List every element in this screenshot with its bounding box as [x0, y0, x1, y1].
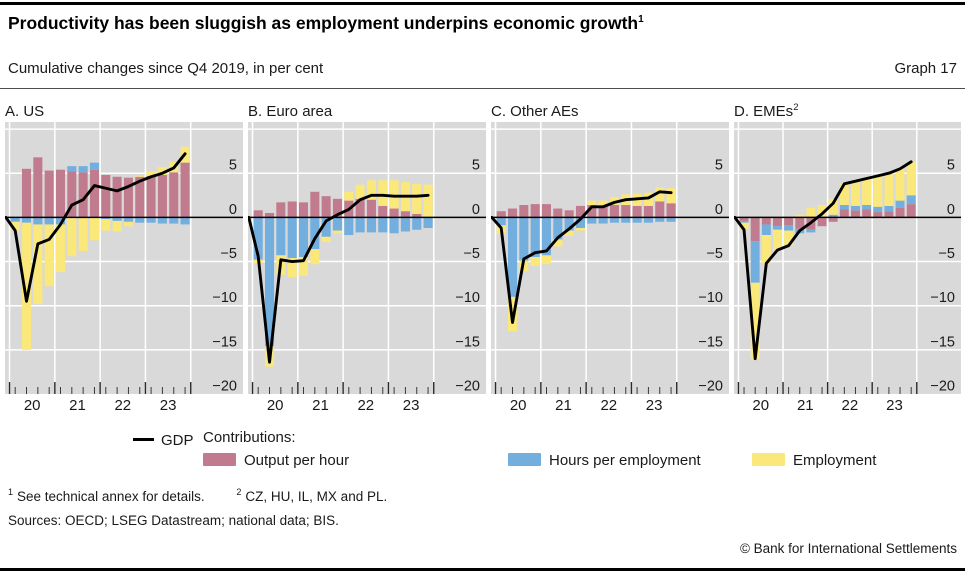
- svg-text:−5: −5: [706, 246, 723, 262]
- svg-text:−20: −20: [698, 379, 723, 395]
- svg-text:−20: −20: [212, 379, 237, 395]
- x-axis-year-label-20: 20: [752, 397, 770, 414]
- panel-emes-x-axis-labels: 20 21 22 23: [734, 394, 961, 416]
- panel-other-aes-chart: 5 0 −5 −10 −15 −20: [491, 122, 729, 394]
- svg-text:0: 0: [472, 202, 480, 218]
- svg-text:−20: −20: [930, 379, 955, 395]
- x-axis-year-label-20: 20: [509, 397, 527, 414]
- x-axis-year-label-21: 21: [555, 397, 572, 414]
- gdp-line-swatch: [133, 437, 154, 441]
- legend-output-per-hour-label: Output per hour: [244, 452, 350, 469]
- footnote-2: 2 CZ, HU, IL, MX and PL.: [236, 487, 388, 504]
- svg-text:−5: −5: [938, 246, 955, 262]
- graph-number: Graph 17: [894, 60, 957, 77]
- sources-line: Sources: OECD; LSEG Datastream; national…: [8, 513, 339, 528]
- figure-title-footnote-marker: 1: [638, 14, 644, 26]
- panel-us-chart: 5 0 −5 −10 −15 −20: [5, 122, 243, 394]
- x-axis-year-label-23: 23: [159, 397, 177, 414]
- svg-text:5: 5: [947, 158, 955, 174]
- panel-other-aes-x-axis-labels: 20 21 22 23: [491, 394, 729, 416]
- panel-us-x-axis-labels: 20 21 22 23: [5, 394, 243, 416]
- output-per-hour-swatch: [203, 453, 236, 466]
- x-axis-year-label-20: 20: [23, 397, 41, 414]
- bottom-rule: [0, 568, 965, 571]
- panel-euro-area-chart: 5 0 −5 −10 −15 −20: [248, 122, 486, 394]
- footnote-2-text: CZ, HU, IL, MX and PL.: [245, 488, 388, 504]
- x-axis-year-label-21: 21: [69, 397, 86, 414]
- svg-text:−15: −15: [212, 334, 237, 350]
- svg-text:−10: −10: [698, 290, 723, 306]
- panel-emes-chart: 5 0 −5 −10 −15 −20: [734, 122, 961, 394]
- figure-title-text: Productivity has been sluggish as employ…: [8, 13, 639, 33]
- x-axis-year-label-22: 22: [600, 397, 618, 414]
- svg-text:0: 0: [947, 202, 955, 218]
- legend-employment: Employment: [752, 452, 876, 469]
- panel-chart-svg: 5 0 −5 −10 −15 −20: [248, 122, 486, 394]
- svg-text:−10: −10: [212, 290, 237, 306]
- svg-text:0: 0: [715, 202, 723, 218]
- figure-title: Productivity has been sluggish as employ…: [8, 13, 644, 34]
- panel-euro-area-title-text: B. Euro area: [248, 103, 333, 120]
- x-axis-year-label-21: 21: [312, 397, 329, 414]
- panel-emes-title-text: D. EMEs: [734, 103, 794, 120]
- svg-text:−5: −5: [463, 246, 480, 262]
- legend-gdp-label: GDP: [161, 432, 194, 449]
- panel-emes-title: D. EMEs2: [734, 98, 961, 122]
- legend: GDP Contributions: Output per hour Hours…: [0, 429, 965, 477]
- top-rule: [0, 2, 965, 5]
- panel-euro-area-x-axis-labels: 20 21 22 23: [248, 394, 486, 416]
- x-axis-year-label-20: 20: [266, 397, 284, 414]
- legend-contributions-heading: Contributions:: [203, 429, 296, 446]
- svg-text:−10: −10: [930, 290, 955, 306]
- footnote-1-marker: 1: [8, 487, 14, 497]
- hours-per-employment-swatch: [508, 453, 541, 466]
- panel-euro-area: B. Euro area 5 0 −5 −10 −15 −20 20 21 22 23: [248, 98, 486, 416]
- footnote-2-marker: 2: [236, 487, 242, 497]
- x-axis-year-label-22: 22: [841, 397, 859, 414]
- footnote-1-text: See technical annex for details.: [17, 488, 205, 504]
- panel-chart-svg: 5 0 −5 −10 −15 −20: [491, 122, 729, 394]
- panel-chart-svg: 5 0 −5 −10 −15 −20: [734, 122, 961, 394]
- panel-euro-area-title: B. Euro area: [248, 98, 486, 122]
- panel-us-title: A. US: [5, 98, 243, 122]
- x-axis-year-label-22: 22: [114, 397, 132, 414]
- svg-text:−10: −10: [455, 290, 480, 306]
- subtitle-divider: [0, 88, 965, 89]
- legend-employment-label: Employment: [793, 452, 877, 469]
- panel-emes-title-sup: 2: [793, 102, 799, 113]
- panel-chart-svg: 5 0 −5 −10 −15 −20: [5, 122, 243, 394]
- panel-other-aes-title: C. Other AEs: [491, 98, 729, 122]
- svg-text:−15: −15: [698, 334, 723, 350]
- svg-text:−15: −15: [930, 334, 955, 350]
- panel-other-aes-title-text: C. Other AEs: [491, 103, 579, 120]
- svg-text:−5: −5: [220, 246, 237, 262]
- legend-output-per-hour: Output per hour: [203, 452, 349, 469]
- x-axis-year-label-22: 22: [357, 397, 375, 414]
- x-axis-year-label-23: 23: [645, 397, 663, 414]
- panel-us: A. US 5 0 −5 −10 −15 −20 20 21 22 23: [5, 98, 243, 416]
- x-axis-year-label-21: 21: [796, 397, 814, 414]
- svg-text:−15: −15: [455, 334, 480, 350]
- panel-emes: D. EMEs2 5 0 −5 −10 −15 −20 20 21 22 23: [734, 98, 961, 416]
- figure-subtitle: Cumulative changes since Q4 2019, in per…: [8, 60, 324, 77]
- subtitle-row: Cumulative changes since Q4 2019, in per…: [8, 60, 957, 77]
- footnote-1: 1 See technical annex for details.: [8, 487, 205, 504]
- svg-text:−20: −20: [455, 379, 480, 395]
- footnotes: 1 See technical annex for details. 2 CZ, H…: [8, 487, 387, 504]
- x-axis-year-label-23: 23: [886, 397, 903, 414]
- copyright-line: © Bank for International Settlements: [739, 541, 957, 556]
- svg-text:5: 5: [715, 158, 723, 174]
- panel-us-title-text: A. US: [5, 103, 45, 120]
- x-axis-year-label-23: 23: [402, 397, 420, 414]
- svg-text:0: 0: [229, 202, 237, 218]
- panels-row: A. US 5 0 −5 −10 −15 −20 20 21 22 23 B. Euro are…: [5, 98, 961, 416]
- legend-gdp: GDP: [133, 432, 194, 449]
- employment-swatch: [752, 453, 785, 466]
- svg-text:5: 5: [472, 158, 480, 174]
- legend-hours-per-employment: Hours per employment: [508, 452, 701, 469]
- panel-other-aes: C. Other AEs 5 0 −5 −10 −15 −20 20 21 22 23: [491, 98, 729, 416]
- svg-text:5: 5: [229, 158, 237, 174]
- legend-hours-per-employment-label: Hours per employment: [549, 452, 701, 469]
